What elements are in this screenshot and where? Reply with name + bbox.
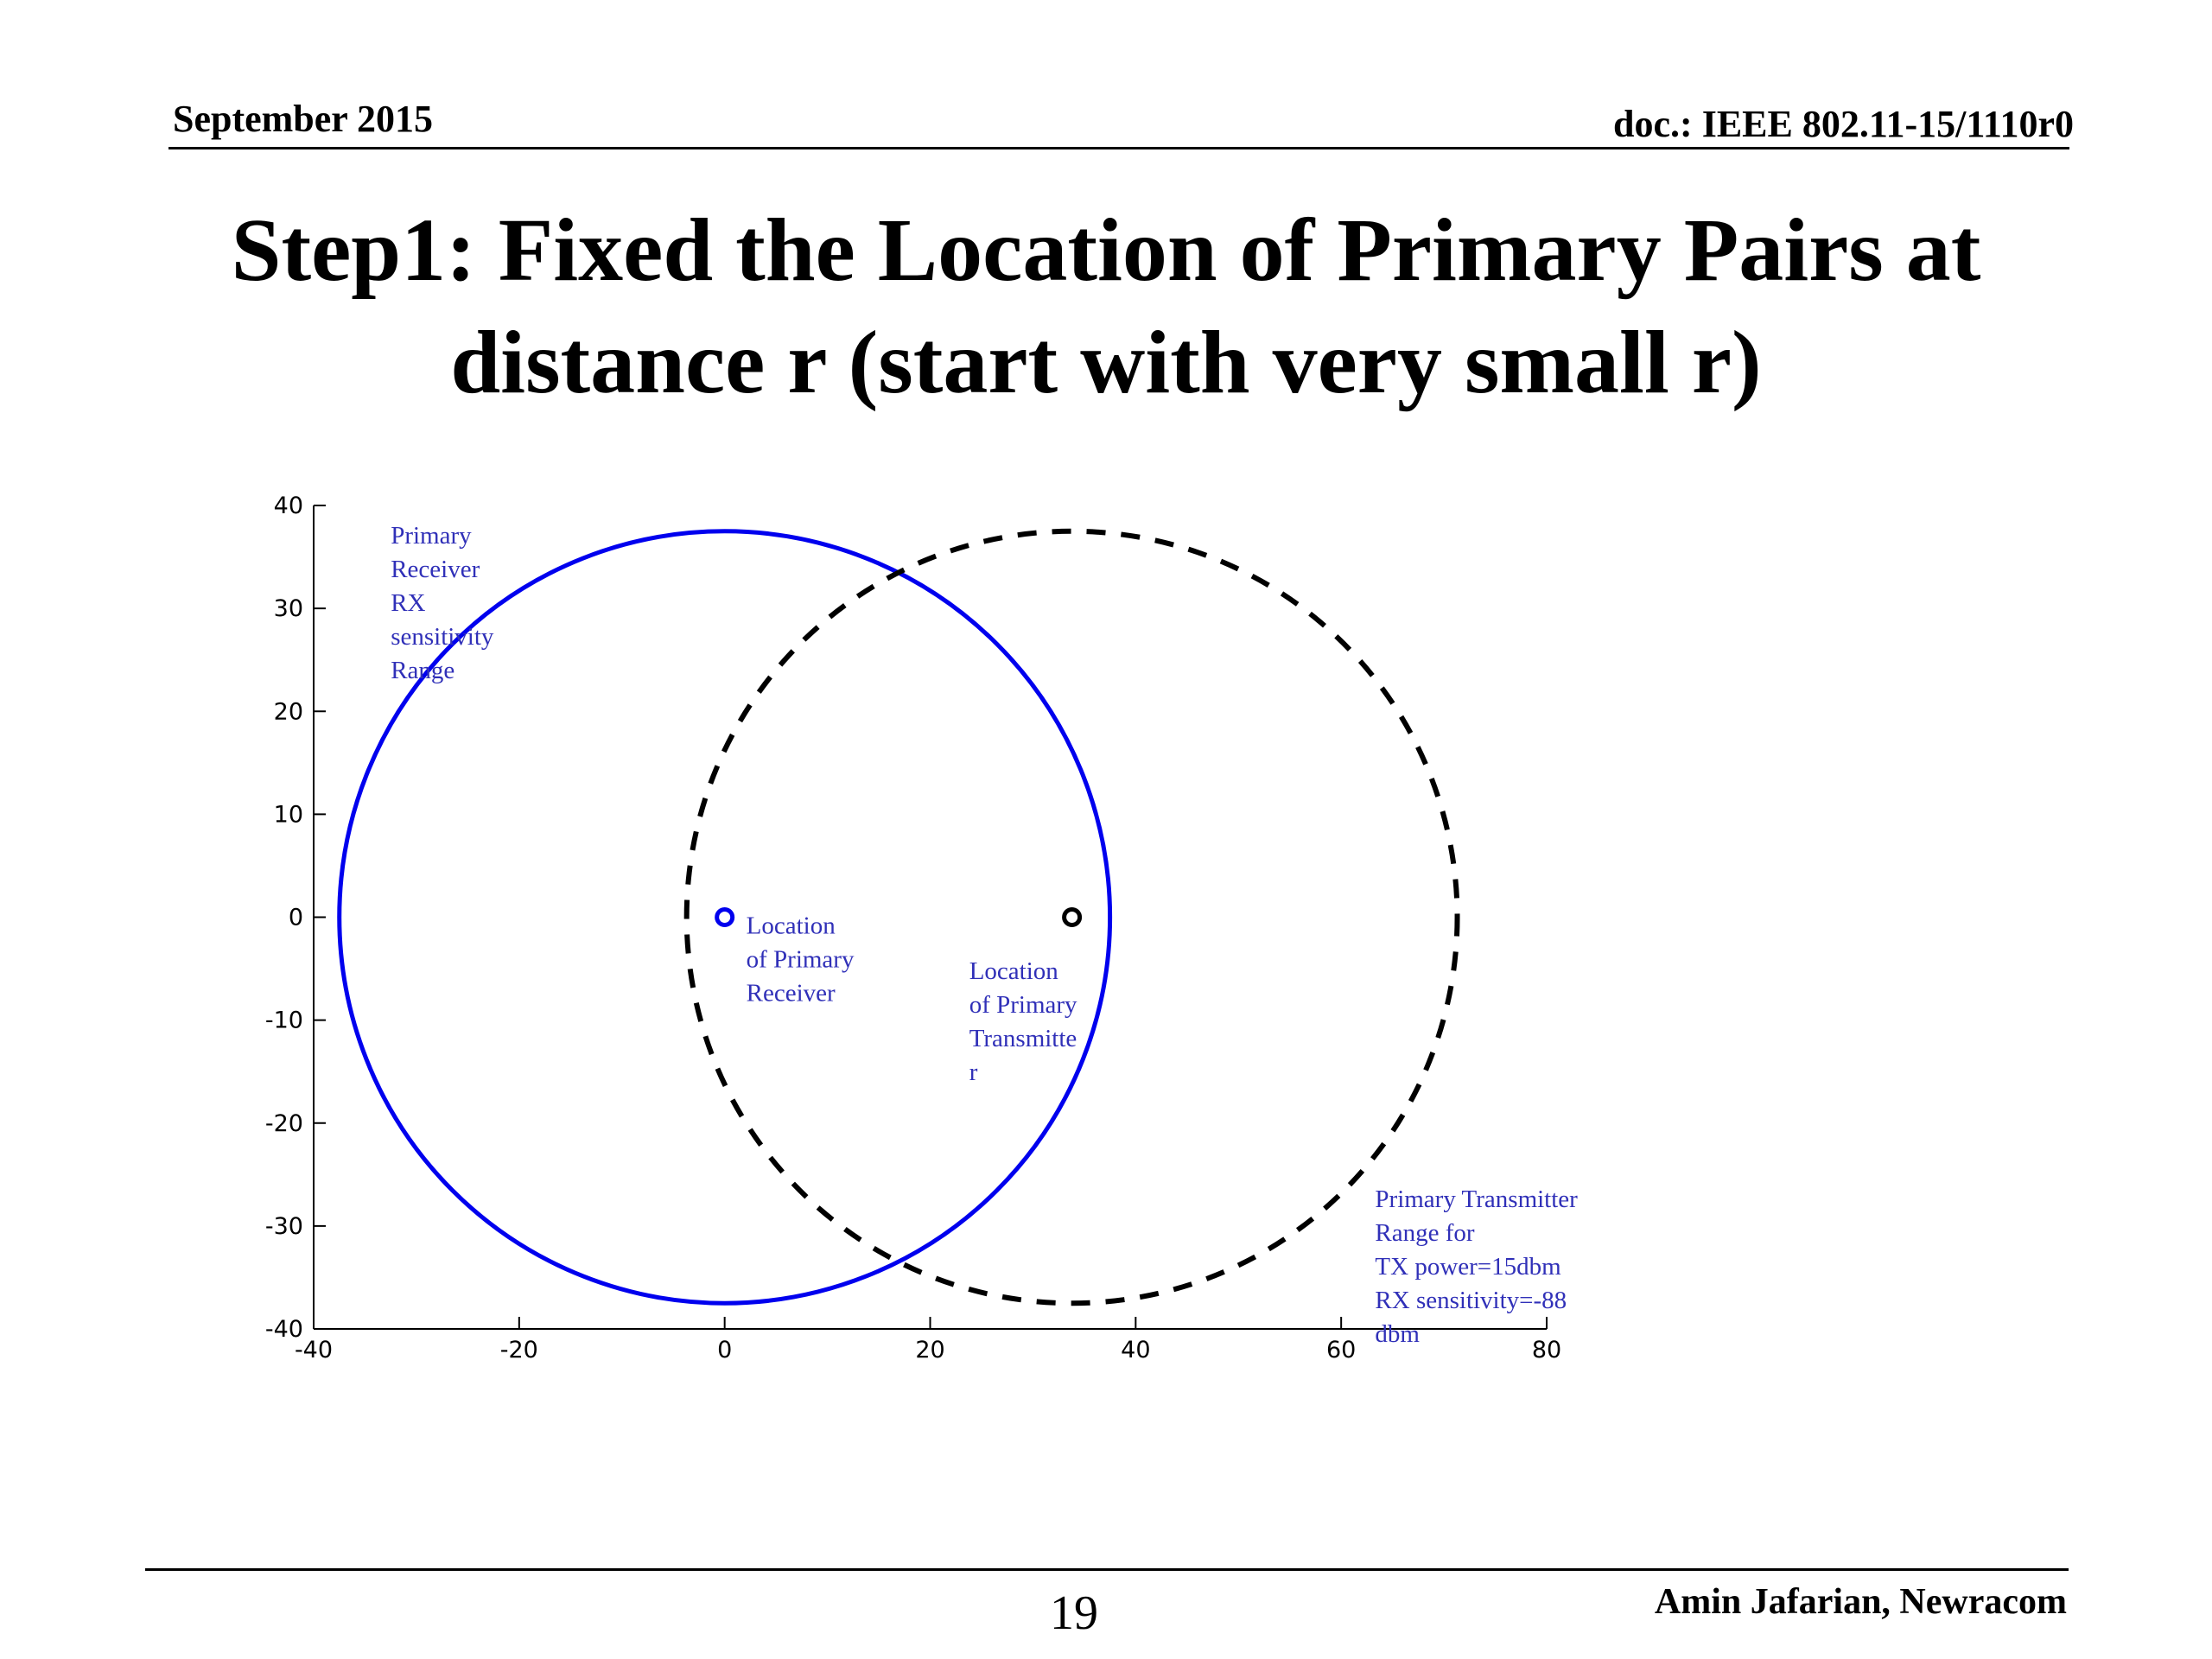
axes: -40 -20 0 20 40 60 80 40 30 20 10 0 -10 -20 -30 -40 xyxy=(265,493,1561,1363)
x-tick-label: 80 xyxy=(1532,1337,1561,1363)
annotation-line: Primary Transmitter xyxy=(1375,1185,1578,1213)
y-tick-label: -40 xyxy=(265,1316,303,1343)
annotation-line: TX power=15dbm xyxy=(1375,1253,1561,1281)
y-tick-label: 30 xyxy=(274,595,303,622)
x-tick-label: 0 xyxy=(717,1337,732,1363)
rx-range-label: Primary Receiver RX sensitivity Range xyxy=(391,522,494,684)
annotation-line: r xyxy=(969,1058,978,1086)
y-tick-label: -20 xyxy=(265,1110,303,1137)
y-tick-label: -30 xyxy=(265,1213,303,1240)
x-tick-label: 40 xyxy=(1121,1337,1150,1363)
annotations: Primary Receiver RX sensitivity Range Locatio… xyxy=(391,522,1578,1348)
annotation-line: Range xyxy=(391,657,454,684)
footer-rule xyxy=(145,1568,2069,1571)
receiver-location-marker xyxy=(715,907,735,927)
receiver-range-circle xyxy=(337,529,1113,1306)
annotation-line: Primary xyxy=(391,522,472,550)
annotation-line: of Primary xyxy=(747,945,855,973)
x-tick-label: 20 xyxy=(915,1337,944,1363)
header-rule xyxy=(168,147,2069,149)
annotation-line: Location xyxy=(747,912,836,939)
annotation-line: RX xyxy=(391,589,425,617)
y-tick-label: 40 xyxy=(274,493,303,519)
x-tick-label: -40 xyxy=(295,1337,333,1363)
y-tick-label: 10 xyxy=(274,801,303,828)
x-tick-label: -20 xyxy=(500,1337,538,1363)
tx-location-label: Location of Primary Transmitte r xyxy=(969,957,1077,1086)
y-tick-label: 0 xyxy=(289,905,303,931)
annotation-line: Range for xyxy=(1375,1219,1474,1247)
annotation-line: of Primary xyxy=(969,991,1077,1019)
slide-title-line-1: Step1: Fixed the Location of Primary Pai… xyxy=(231,200,1981,300)
annotation-line: Location xyxy=(969,957,1059,985)
annotation-line: Transmitte xyxy=(969,1025,1077,1052)
header-doc-id: doc.: IEEE 802.11-15/1110r0 xyxy=(1613,103,2074,145)
footer-author: Amin Jafarian, Newracom xyxy=(1654,1582,2067,1622)
transmitter-location-marker xyxy=(1062,907,1083,927)
y-tick-label: 20 xyxy=(274,698,303,725)
slide-title: Step1: Fixed the Location of Primary Pai… xyxy=(86,194,2126,419)
annotation-line: Receiver xyxy=(391,556,480,583)
annotation-line: sensitivity xyxy=(391,623,494,651)
y-tick-label: -10 xyxy=(265,1007,303,1034)
annotation-line: dbm xyxy=(1375,1320,1420,1348)
tx-range-label: Primary Transmitter Range for TX power=15d… xyxy=(1375,1185,1578,1348)
annotation-line: Receiver xyxy=(747,979,836,1007)
page-number: 19 xyxy=(1050,1586,1098,1640)
chart-marks xyxy=(337,528,1460,1306)
x-tick-label: 60 xyxy=(1326,1337,1356,1363)
header-date: September 2015 xyxy=(173,98,434,140)
slide-title-line-2: distance r (start with very small r) xyxy=(450,313,1762,412)
rx-location-label: Location of Primary Receiver xyxy=(747,912,855,1007)
transmitter-range-circle xyxy=(683,528,1460,1306)
annotation-line: RX sensitivity=-88 xyxy=(1375,1287,1567,1314)
